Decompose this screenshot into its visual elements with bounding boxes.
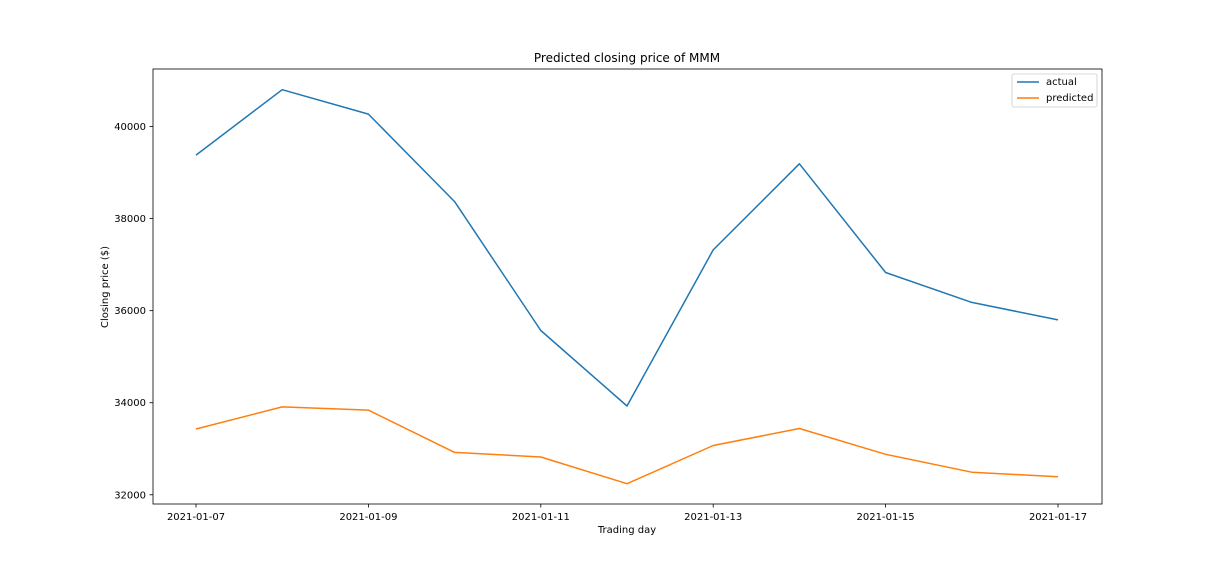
y-axis: 32000 34000 36000 38000 40000 — [114, 122, 153, 501]
plot-background — [153, 69, 1102, 504]
x-tick-label: 2021-01-13 — [684, 512, 742, 523]
x-tick-label: 2021-01-07 — [167, 512, 225, 523]
y-tick-label: 32000 — [114, 490, 146, 501]
legend: actual predicted — [1011, 73, 1098, 108]
y-tick-label: 36000 — [114, 306, 146, 317]
x-tick-label: 2021-01-17 — [1029, 512, 1087, 523]
x-axis: 2021-01-07 2021-01-09 2021-01-11 2021-01-13… — [167, 504, 1087, 523]
y-axis-label: Closing price ($) — [100, 246, 111, 328]
y-tick-label: 38000 — [114, 214, 146, 225]
chart-title: Predicted closing price of MMM — [534, 51, 720, 65]
legend-label-predicted: predicted — [1046, 93, 1093, 104]
x-tick-label: 2021-01-11 — [512, 512, 570, 523]
legend-label-actual: actual — [1046, 77, 1077, 88]
series-layer — [195, 88, 1059, 485]
y-tick-label: 34000 — [114, 398, 146, 409]
plot-frame — [152, 68, 1103, 505]
x-tick-label: 2021-01-09 — [339, 512, 397, 523]
y-tick-label: 40000 — [114, 122, 146, 133]
series-line-actual — [195, 88, 1059, 407]
series-line-predicted — [195, 406, 1059, 485]
x-tick-label: 2021-01-15 — [857, 512, 915, 523]
x-axis-label: Trading day — [597, 525, 656, 536]
